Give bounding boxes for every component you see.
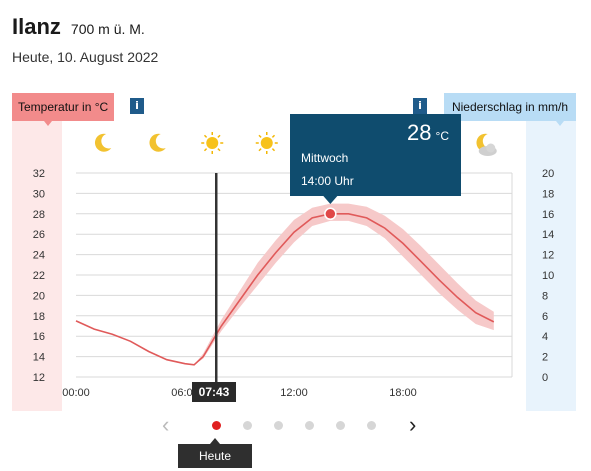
title-row: Ilanz 700 m ü. M. bbox=[12, 14, 145, 40]
y-left-tick-label: 32 bbox=[33, 168, 45, 180]
date-label: Heute, 10. August 2022 bbox=[12, 49, 159, 65]
sun-ray bbox=[258, 148, 262, 152]
tooltip-temp-unit: °C bbox=[435, 129, 449, 143]
sun-ray bbox=[203, 134, 208, 138]
pager-dot[interactable] bbox=[305, 421, 314, 430]
current-time-badge: 07:43 bbox=[192, 382, 236, 402]
hover-tooltip: 28 °C Mittwoch 14:00 Uhr bbox=[290, 114, 461, 196]
tooltip-day: Mittwoch bbox=[301, 151, 349, 165]
sun-ray bbox=[271, 148, 276, 152]
sun-ray bbox=[203, 148, 208, 152]
precipitation-legend-badge: Niederschlag in mm/h bbox=[443, 93, 576, 121]
y-right-tick-label: 12 bbox=[542, 250, 554, 262]
temperature-axis-band bbox=[12, 121, 62, 411]
y-right-tick-label: 10 bbox=[542, 270, 554, 282]
y-left-tick-label: 18 bbox=[33, 311, 45, 323]
pager-dot[interactable] bbox=[336, 421, 345, 430]
precipitation-badge-pointer bbox=[556, 121, 564, 126]
x-tick-label: 12:00 bbox=[280, 387, 308, 399]
moon-icon bbox=[94, 133, 112, 152]
x-tick-label: 00:00 bbox=[62, 387, 90, 399]
y-right-tick-label: 6 bbox=[542, 311, 548, 323]
sun-ray bbox=[217, 148, 221, 152]
tooltip-temp-value: 28 bbox=[407, 120, 432, 145]
y-left-tick-label: 16 bbox=[33, 331, 45, 343]
prev-day-arrow[interactable]: ‹ bbox=[162, 412, 170, 437]
next-day-arrow[interactable]: › bbox=[409, 412, 417, 437]
y-left-tick-label: 22 bbox=[33, 270, 45, 282]
tooltip-temperature: 28 °C bbox=[407, 120, 449, 146]
today-label-badge: Heute bbox=[178, 444, 252, 468]
y-right-tick-label: 18 bbox=[542, 188, 554, 200]
y-right-tick-label: 20 bbox=[542, 168, 554, 180]
y-left-tick-label: 14 bbox=[33, 352, 45, 364]
temperature-info-icon[interactable]: i bbox=[130, 98, 144, 114]
moon-icon bbox=[149, 133, 166, 152]
y-right-tick-label: 8 bbox=[542, 290, 548, 302]
sun-icon bbox=[260, 137, 273, 149]
precipitation-info-icon[interactable]: i bbox=[413, 98, 427, 114]
x-tick-label: 18:00 bbox=[389, 387, 417, 399]
cloud-puff bbox=[486, 143, 496, 153]
moon-icon bbox=[476, 133, 493, 152]
location-name: Ilanz bbox=[12, 14, 61, 39]
tooltip-pointer bbox=[323, 196, 338, 204]
sun-ray bbox=[258, 134, 262, 138]
pager-dot[interactable] bbox=[243, 421, 252, 430]
y-right-tick-label: 2 bbox=[542, 352, 548, 364]
temperature-range-band bbox=[76, 203, 494, 365]
y-right-tick-label: 4 bbox=[542, 331, 548, 343]
highlight-point bbox=[324, 207, 337, 221]
temperature-badge-pointer bbox=[44, 121, 52, 126]
y-left-tick-label: 20 bbox=[33, 290, 45, 302]
y-right-tick-label: 0 bbox=[542, 372, 548, 384]
temperature-legend-badge: Temperatur in °C bbox=[12, 93, 115, 121]
pager-dot[interactable] bbox=[367, 421, 376, 430]
y-right-tick-label: 16 bbox=[542, 209, 554, 221]
pager-dot[interactable] bbox=[212, 421, 221, 430]
sun-icon bbox=[206, 137, 219, 149]
pager-dot[interactable] bbox=[274, 421, 283, 430]
y-left-tick-label: 24 bbox=[33, 250, 45, 262]
temperature-line bbox=[75, 213, 495, 366]
today-badge-pointer bbox=[210, 438, 220, 444]
tooltip-time: 14:00 Uhr bbox=[301, 174, 354, 188]
y-left-tick-label: 12 bbox=[33, 372, 45, 384]
precipitation-axis-band bbox=[526, 121, 576, 411]
y-left-tick-label: 28 bbox=[33, 209, 45, 221]
sun-ray bbox=[271, 134, 276, 138]
y-right-tick-label: 14 bbox=[542, 229, 554, 241]
x-tick-label: 06:00 bbox=[171, 387, 199, 399]
sun-ray bbox=[217, 134, 221, 138]
y-left-tick-label: 26 bbox=[33, 229, 45, 241]
y-left-tick-label: 30 bbox=[33, 188, 45, 200]
location-elevation: 700 m ü. M. bbox=[70, 21, 145, 37]
